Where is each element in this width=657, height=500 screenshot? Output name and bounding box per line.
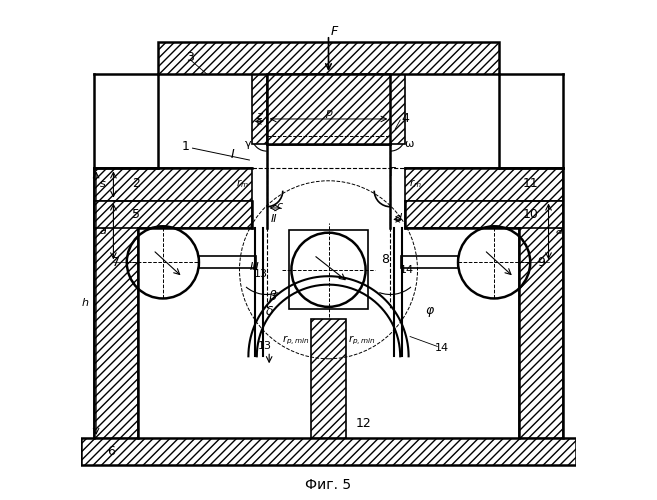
Text: 6: 6: [107, 444, 115, 458]
Text: 2: 2: [132, 177, 139, 190]
Bar: [311, 319, 346, 438]
Bar: [289, 230, 368, 310]
Bar: [267, 74, 390, 144]
Text: 13: 13: [254, 268, 268, 278]
Bar: [94, 168, 252, 200]
Text: Г: Г: [389, 166, 397, 179]
Text: 4: 4: [401, 112, 409, 126]
Text: 13: 13: [258, 342, 272, 351]
Text: h: h: [81, 298, 89, 308]
Bar: [390, 74, 405, 144]
Text: a: a: [556, 226, 563, 236]
Text: 11: 11: [523, 177, 539, 190]
Bar: [252, 74, 267, 144]
Text: 9: 9: [537, 256, 545, 269]
Text: 3: 3: [186, 50, 194, 64]
Text: 14: 14: [399, 265, 414, 275]
Bar: [405, 200, 563, 228]
Text: $r_{p,min}$: $r_{p,min}$: [283, 334, 310, 346]
Text: III: III: [250, 262, 260, 272]
Text: $r_{p,min}$: $r_{p,min}$: [348, 334, 376, 346]
Text: z: z: [256, 110, 262, 120]
Text: 1: 1: [181, 140, 189, 152]
Text: Фиг. 5: Фиг. 5: [306, 478, 351, 492]
Text: 5: 5: [131, 208, 140, 221]
Text: 10: 10: [523, 208, 539, 221]
Text: s: s: [101, 180, 106, 190]
Text: γ: γ: [244, 138, 251, 148]
Bar: [81, 438, 576, 465]
Text: II: II: [271, 214, 277, 224]
Text: a: a: [99, 226, 106, 236]
Bar: [94, 200, 138, 438]
Text: φ: φ: [426, 304, 434, 317]
Text: 7: 7: [112, 256, 120, 269]
Bar: [519, 200, 563, 438]
Bar: [405, 168, 563, 200]
Text: I: I: [230, 148, 234, 161]
Text: $r_m$: $r_m$: [236, 177, 248, 190]
Bar: [158, 42, 499, 74]
Text: F: F: [331, 25, 338, 38]
Bar: [94, 200, 252, 228]
Text: p: p: [325, 108, 332, 118]
Text: δ: δ: [266, 306, 274, 318]
Text: c: c: [276, 202, 282, 211]
Text: 8: 8: [381, 254, 390, 266]
Text: 14: 14: [435, 343, 449, 353]
Text: ω: ω: [405, 138, 414, 148]
Text: 12: 12: [355, 416, 371, 430]
Text: $r_m$: $r_m$: [409, 177, 421, 190]
Text: β: β: [267, 290, 276, 304]
Bar: [267, 74, 390, 144]
Text: d: d: [394, 213, 401, 223]
Bar: [401, 256, 458, 268]
Bar: [199, 256, 256, 268]
